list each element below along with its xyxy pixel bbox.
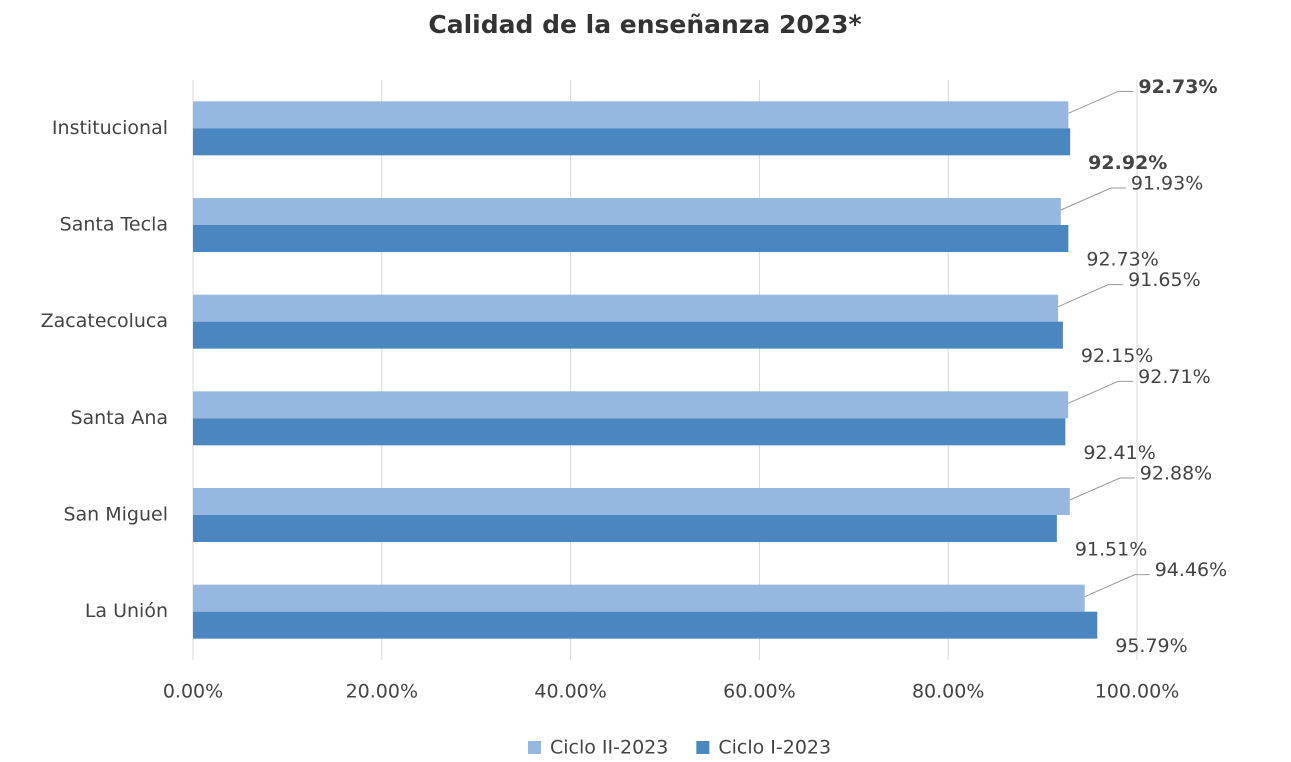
bar [193, 584, 1085, 612]
x-tick-label: 100.00% [1095, 681, 1180, 703]
legend-swatch [696, 741, 710, 754]
legend-label: Ciclo I-2023 [718, 737, 831, 759]
leader-line [1069, 477, 1135, 501]
data-label: 92.71% [1138, 366, 1210, 388]
y-tick-label: Zacatecoluca [41, 310, 168, 332]
chart-title: Calidad de la enseñanza 2023* [428, 10, 861, 39]
x-tick-label: 80.00% [912, 681, 984, 703]
data-label: 94.46% [1155, 559, 1227, 581]
bar [193, 128, 1071, 156]
data-label: 92.92% [1088, 152, 1167, 174]
bar [193, 488, 1070, 515]
data-label: 92.88% [1140, 463, 1212, 485]
legend-label: Ciclo II-2023 [550, 737, 668, 759]
bar [193, 198, 1061, 225]
x-tick-label: 60.00% [723, 681, 795, 703]
data-label: 91.51% [1075, 539, 1147, 561]
leader-line [1084, 574, 1150, 598]
leader-line [1057, 284, 1124, 308]
data-label: 92.73% [1138, 76, 1217, 98]
leader-line [1067, 380, 1134, 404]
y-tick-label: La Unión [85, 600, 168, 622]
x-tick-label: 0.00% [163, 681, 223, 703]
leader-line [1060, 187, 1126, 211]
leader-line [1068, 90, 1134, 114]
y-tick-label: Institucional [52, 117, 168, 139]
data-label: 92.73% [1086, 249, 1158, 271]
bar [193, 418, 1066, 446]
data-label: 91.65% [1128, 269, 1200, 291]
bar [193, 611, 1098, 639]
y-tick-label: Santa Ana [70, 407, 168, 429]
x-tick-label: 40.00% [534, 681, 606, 703]
bar [193, 391, 1069, 419]
bar [193, 515, 1057, 542]
bar [193, 321, 1063, 349]
data-label: 92.41% [1083, 442, 1155, 464]
data-label: 91.93% [1131, 173, 1203, 195]
data-label: 92.15% [1081, 345, 1153, 367]
bar [193, 225, 1069, 252]
data-label: 95.79% [1115, 635, 1187, 657]
y-tick-label: San Miguel [63, 504, 168, 526]
y-tick-label: Santa Tecla [60, 214, 168, 236]
x-tick-label: 20.00% [346, 681, 418, 703]
bar [193, 101, 1069, 129]
bar [193, 294, 1059, 322]
legend-swatch [528, 741, 541, 754]
